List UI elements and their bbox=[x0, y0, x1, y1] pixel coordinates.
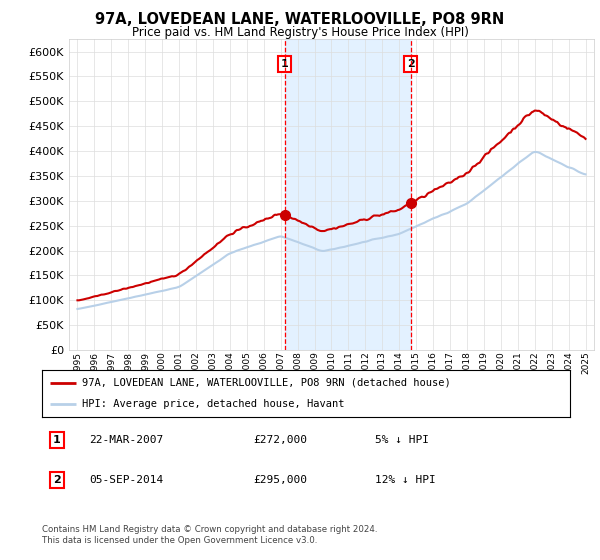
Text: £272,000: £272,000 bbox=[253, 435, 307, 445]
Text: 1: 1 bbox=[281, 59, 289, 69]
Text: HPI: Average price, detached house, Havant: HPI: Average price, detached house, Hava… bbox=[82, 399, 344, 409]
Text: Contains HM Land Registry data © Crown copyright and database right 2024.: Contains HM Land Registry data © Crown c… bbox=[42, 525, 377, 534]
Text: 12% ↓ HPI: 12% ↓ HPI bbox=[374, 475, 436, 485]
Text: Price paid vs. HM Land Registry's House Price Index (HPI): Price paid vs. HM Land Registry's House … bbox=[131, 26, 469, 39]
Bar bbox=[284, 39, 411, 350]
Text: 97A, LOVEDEAN LANE, WATERLOOVILLE, PO8 9RN (detached house): 97A, LOVEDEAN LANE, WATERLOOVILLE, PO8 9… bbox=[82, 378, 451, 388]
Text: 97A, LOVEDEAN LANE, WATERLOOVILLE, PO8 9RN: 97A, LOVEDEAN LANE, WATERLOOVILLE, PO8 9… bbox=[95, 12, 505, 27]
Text: 2: 2 bbox=[53, 475, 61, 485]
Text: 2: 2 bbox=[407, 59, 415, 69]
Text: This data is licensed under the Open Government Licence v3.0.: This data is licensed under the Open Gov… bbox=[42, 536, 317, 545]
Text: 5% ↓ HPI: 5% ↓ HPI bbox=[374, 435, 428, 445]
Text: 05-SEP-2014: 05-SEP-2014 bbox=[89, 475, 164, 485]
Text: 1: 1 bbox=[53, 435, 61, 445]
Text: £295,000: £295,000 bbox=[253, 475, 307, 485]
Text: 22-MAR-2007: 22-MAR-2007 bbox=[89, 435, 164, 445]
